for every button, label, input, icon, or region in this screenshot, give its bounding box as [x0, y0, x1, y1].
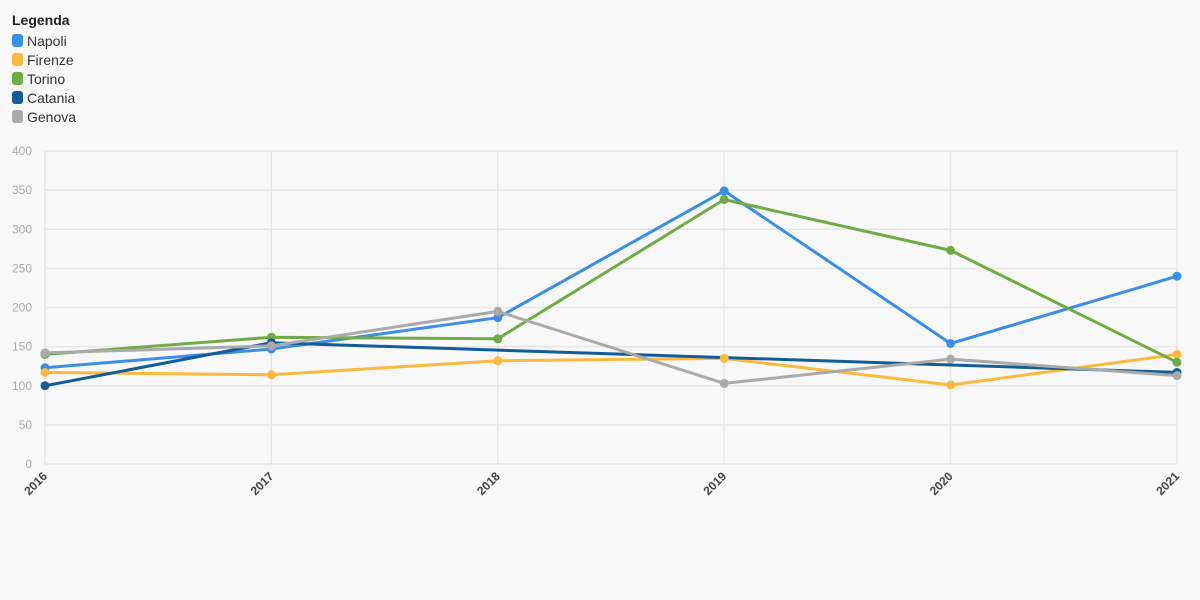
legend-item-catania[interactable]: Catania — [12, 88, 76, 107]
x-tick-label: 2021 — [1153, 469, 1182, 498]
series-lines — [43, 189, 1179, 388]
y-tick-label: 50 — [19, 418, 33, 432]
data-point-firenze[interactable] — [1172, 349, 1182, 359]
y-tick-label: 400 — [12, 144, 32, 158]
data-point-torino[interactable] — [719, 195, 729, 205]
x-tick-label: 2018 — [474, 469, 503, 498]
legend-label: Napoli — [27, 32, 67, 49]
x-tick-label: 2016 — [21, 469, 50, 498]
legend-item-genova[interactable]: Genova — [12, 107, 76, 126]
data-point-genova[interactable] — [266, 341, 276, 351]
legend-swatch — [12, 91, 23, 104]
legend-label: Catania — [27, 89, 76, 106]
legend-item-firenze[interactable]: Firenze — [12, 50, 76, 69]
x-tick-label: 2020 — [927, 469, 956, 498]
x-tick-label: 2019 — [701, 469, 730, 498]
legend-item-torino[interactable]: Torino — [12, 69, 76, 88]
data-point-genova[interactable] — [946, 354, 956, 364]
data-point-firenze[interactable] — [266, 370, 276, 380]
x-tick-label: 2017 — [248, 469, 277, 498]
data-point-torino[interactable] — [946, 245, 956, 255]
y-tick-label: 0 — [25, 457, 32, 471]
data-point-genova[interactable] — [719, 378, 729, 388]
y-tick-label: 100 — [12, 379, 32, 393]
data-point-catania[interactable] — [40, 381, 50, 391]
legend-items: Napoli Firenze Torino Catania Genova — [12, 31, 76, 126]
data-point-genova[interactable] — [493, 306, 503, 316]
y-axis-ticks: 0 50 100 150 200 250 300 350 400 — [12, 144, 32, 471]
y-tick-label: 150 — [12, 340, 32, 354]
legend-label: Firenze — [27, 51, 74, 68]
series-line-genova — [43, 309, 1179, 385]
x-axis-ticks: 2016 2017 2018 2019 2020 2021 — [21, 469, 1182, 498]
data-point-firenze[interactable] — [719, 353, 729, 363]
data-point-napoli[interactable] — [493, 313, 503, 323]
legend: Legenda Napoli Firenze Torino Catania Genova — [12, 12, 76, 126]
y-tick-label: 200 — [12, 301, 32, 315]
y-tick-label: 300 — [12, 222, 32, 236]
legend-label: Torino — [27, 70, 66, 87]
legend-swatch — [12, 110, 23, 123]
series-line-torino — [43, 198, 1179, 364]
data-point-napoli[interactable] — [719, 186, 729, 196]
y-tick-label: 250 — [12, 261, 32, 275]
legend-title: Legenda — [12, 12, 70, 28]
series-points — [40, 186, 1182, 391]
legend-swatch — [12, 72, 23, 85]
data-point-firenze[interactable] — [946, 380, 956, 390]
grid — [44, 150, 1178, 465]
data-point-napoli[interactable] — [1172, 271, 1182, 281]
legend-item-napoli[interactable]: Napoli — [12, 31, 76, 50]
y-tick-label: 350 — [12, 183, 32, 197]
data-point-firenze[interactable] — [493, 356, 503, 366]
legend-label: Genova — [27, 108, 77, 125]
data-point-napoli[interactable] — [946, 338, 956, 348]
data-point-genova[interactable] — [1172, 371, 1182, 381]
data-point-firenze[interactable] — [40, 367, 50, 377]
legend-swatch — [12, 53, 23, 66]
series-line-firenze — [43, 352, 1179, 387]
data-point-torino[interactable] — [493, 334, 503, 344]
data-point-genova[interactable] — [40, 348, 50, 358]
data-point-torino[interactable] — [1172, 357, 1182, 367]
legend-swatch — [12, 34, 23, 47]
series-line-napoli — [43, 189, 1179, 370]
